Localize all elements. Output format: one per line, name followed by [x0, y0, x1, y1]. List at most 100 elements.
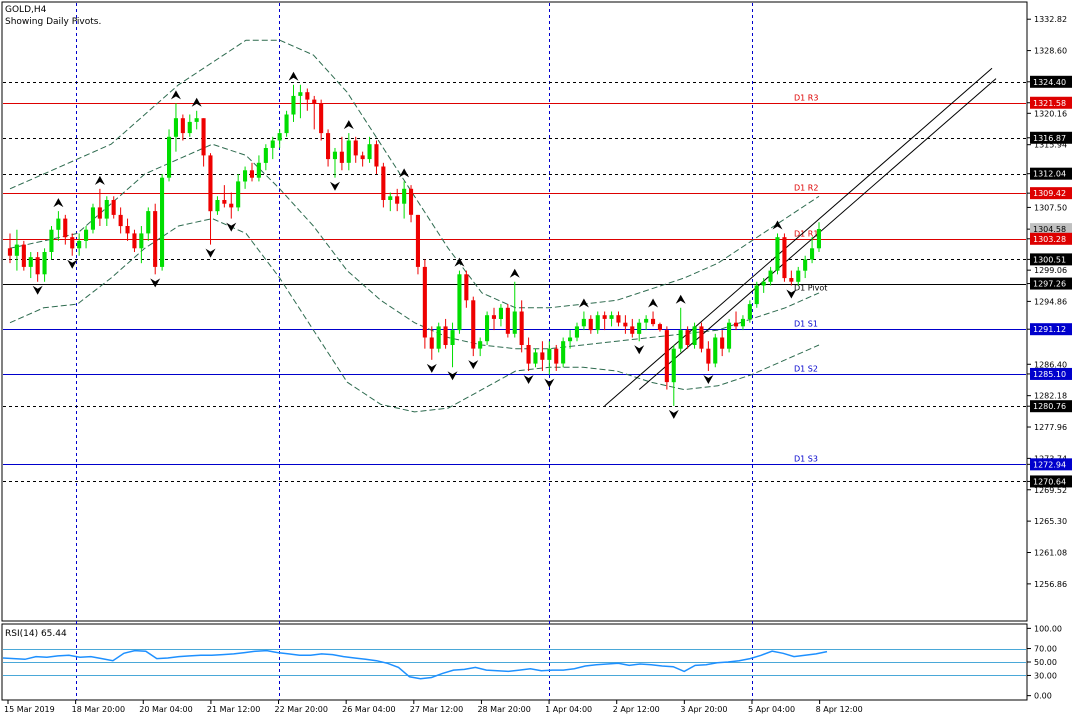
candle-body — [409, 188, 414, 215]
candle-body — [740, 318, 745, 327]
price-label-value: 1309.42 — [1033, 189, 1066, 198]
candle-body — [561, 341, 566, 364]
fractal-down-marker — [468, 360, 479, 370]
candle-body — [644, 318, 649, 323]
candle-body — [270, 140, 275, 148]
candle-body — [671, 348, 676, 383]
price-label-box — [1030, 367, 1072, 380]
fractal-up-marker — [648, 298, 659, 308]
candle-body — [243, 170, 248, 182]
candle-body — [332, 151, 337, 160]
price-label-value: 1270.64 — [1033, 477, 1066, 486]
price-label-box — [1030, 475, 1072, 488]
fractal-down-marker — [703, 374, 714, 384]
price-label-value: 1312.04 — [1033, 170, 1066, 179]
candle-body — [160, 177, 165, 267]
price-label-value: 1291.12 — [1033, 325, 1066, 334]
candle-body — [56, 218, 61, 230]
fractal-down-marker — [447, 371, 458, 381]
price-label-value: 1300.51 — [1033, 255, 1066, 264]
candle-body — [208, 155, 213, 212]
candle-body — [588, 318, 593, 331]
candle-body — [761, 281, 766, 286]
time-tick-label: 22 Mar 20:00 — [275, 705, 328, 714]
candle-body — [360, 155, 365, 160]
fractal-up-marker — [509, 268, 520, 278]
candle-body — [84, 229, 89, 241]
candle-body — [810, 248, 815, 260]
candle-body — [249, 170, 254, 178]
fractal-up-marker — [675, 294, 686, 304]
candle-body — [678, 330, 683, 349]
fractal-down-marker — [205, 248, 216, 258]
price-label-box — [1030, 400, 1072, 413]
bollinger-upper-band — [9, 39, 820, 309]
time-tick-label: 21 Mar 12:00 — [207, 705, 260, 714]
candle-body — [146, 211, 151, 234]
candle-body — [104, 200, 109, 219]
candle-body — [118, 214, 123, 227]
price-label-box — [1030, 458, 1072, 471]
candle-body — [554, 348, 559, 364]
time-tick-label: 15 Mar 2019 — [4, 705, 55, 714]
candle-body — [706, 348, 711, 364]
candles-layer — [7, 84, 821, 406]
candle-body — [229, 203, 234, 208]
candle-body — [727, 322, 732, 349]
candle-body — [346, 140, 351, 163]
pivot-level-label: D1 R3 — [794, 94, 818, 103]
fractal-up-marker — [454, 257, 465, 267]
fractal-down-marker — [426, 363, 437, 373]
candle-body — [125, 226, 130, 234]
candle-body — [768, 270, 773, 282]
candle-body — [602, 315, 607, 319]
candle-body — [139, 233, 144, 249]
candle-body — [547, 348, 552, 360]
candle-body — [90, 207, 95, 230]
price-tick-label: 1307.50 — [1034, 203, 1067, 212]
price-label-box — [1030, 75, 1072, 88]
candle-body — [153, 211, 158, 267]
candle-body — [505, 307, 510, 334]
pivot-level-label: D1 S1 — [794, 320, 818, 329]
candle-body — [616, 315, 621, 323]
price-tick-label: 1269.52 — [1034, 486, 1067, 495]
candle-body — [256, 162, 261, 178]
rsi-layer: 100.00 70.00 50.00 30.00 0.00 — [2, 624, 1062, 701]
candle-body — [222, 200, 227, 204]
price-label-value: 1297.26 — [1033, 280, 1066, 289]
candle-body — [374, 144, 379, 167]
bollinger-lower-band — [9, 218, 820, 413]
candle-body — [305, 92, 310, 100]
fractal-up-marker — [343, 120, 354, 130]
bollinger-bands-layer — [9, 39, 820, 413]
candle-body — [429, 337, 434, 349]
rsi-tick-label: 70.00 — [1034, 645, 1057, 654]
time-tick-label: 27 Mar 12:00 — [410, 705, 463, 714]
fractal-down-marker — [329, 181, 340, 191]
price-pane-frame — [1, 1, 1028, 622]
time-tick-label: 1 Apr 04:00 — [545, 705, 592, 714]
price-label-value: 1285.10 — [1033, 370, 1066, 379]
candle-body — [450, 330, 455, 345]
candle-body — [457, 274, 462, 331]
time-tick-label: 5 Apr 04:00 — [748, 705, 795, 714]
candle-body — [132, 233, 137, 249]
candle-body — [651, 318, 656, 325]
candle-body — [7, 248, 12, 256]
price-label-value: 1324.40 — [1033, 78, 1066, 87]
candle-body — [485, 315, 490, 342]
candle-body — [97, 207, 102, 219]
price-tick-label: 1294.86 — [1034, 297, 1067, 306]
fractal-down-marker — [226, 222, 237, 232]
time-tick-label: 2 Apr 12:00 — [613, 705, 660, 714]
rsi-tick-label: 30.00 — [1034, 671, 1057, 680]
candle-body — [422, 266, 427, 338]
candle-body — [14, 244, 19, 256]
candle-body — [63, 218, 68, 238]
price-label-value: 1321.58 — [1033, 99, 1066, 108]
rsi-tick-label: 0.00 — [1034, 692, 1052, 701]
chart-title: GOLD,H4 — [5, 5, 47, 15]
rsi-tick-label: 100.00 — [1034, 624, 1062, 633]
fractal-down-marker — [150, 278, 161, 288]
